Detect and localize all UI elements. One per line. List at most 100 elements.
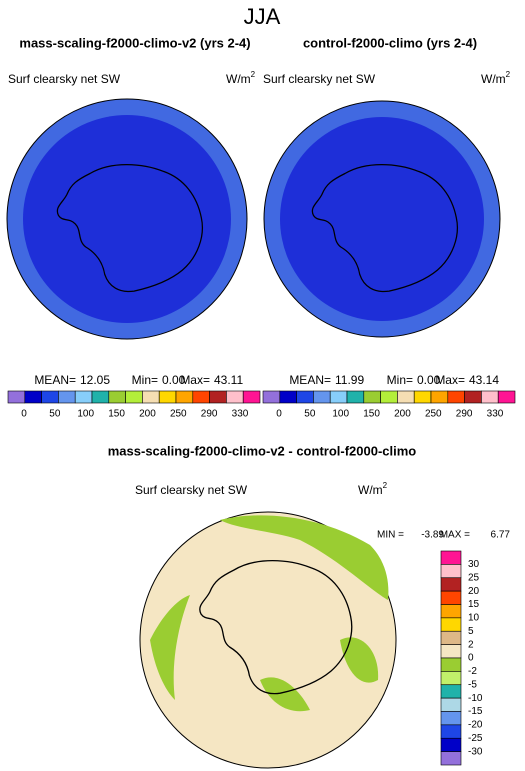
colorbar-box bbox=[262, 390, 281, 404]
figure-title: JJA bbox=[244, 4, 281, 29]
colorbar-label: 2 bbox=[468, 639, 474, 650]
colorbar-box bbox=[440, 564, 462, 579]
colorbar-box bbox=[363, 390, 381, 404]
colorbar-box bbox=[313, 390, 331, 404]
map-right bbox=[263, 100, 501, 338]
colorbar-box bbox=[108, 390, 126, 404]
colorbar-label: 290 bbox=[201, 409, 218, 420]
units-sup: 2 bbox=[506, 70, 511, 79]
colorbar-label: 150 bbox=[108, 409, 125, 420]
colorbar-label: 25 bbox=[468, 572, 480, 583]
units: W/m2 bbox=[481, 70, 511, 86]
units-sup: 2 bbox=[383, 481, 388, 490]
colorbar-box bbox=[397, 390, 415, 404]
colorbar-label: 5 bbox=[468, 626, 474, 637]
stat-label: MEAN= bbox=[34, 373, 76, 387]
stat-label: MIN = bbox=[377, 530, 404, 541]
colorbar-box bbox=[175, 390, 194, 404]
diff-title: mass-scaling-f2000-climo-v2 - control-f2… bbox=[108, 443, 417, 458]
colorbar-box bbox=[7, 390, 26, 404]
stat-value: 12.05 bbox=[80, 373, 110, 387]
colorbar-label: 200 bbox=[394, 409, 411, 420]
colorbar-label: 100 bbox=[77, 409, 94, 420]
colorbar-box bbox=[440, 737, 462, 752]
colorbar-box bbox=[242, 390, 261, 404]
stat-value: 43.14 bbox=[469, 373, 499, 387]
colorbar-box bbox=[226, 390, 244, 404]
stat-value: 11.99 bbox=[335, 373, 364, 387]
stat-value: 6.77 bbox=[491, 530, 511, 541]
colorbar-box bbox=[447, 390, 465, 404]
colorbar-label: 200 bbox=[139, 409, 156, 420]
stat-value: 0.00 bbox=[162, 373, 186, 387]
stat-value: 0.00 bbox=[417, 373, 441, 387]
colorbar-box bbox=[481, 390, 499, 404]
colorbar-box bbox=[346, 390, 365, 404]
colorbar-box bbox=[279, 390, 297, 404]
colorbar-label: -25 bbox=[468, 733, 483, 744]
colorbar-label: -5 bbox=[468, 679, 477, 690]
colorbar-box bbox=[440, 630, 462, 645]
colorbar-box bbox=[440, 604, 462, 619]
colorbar-box bbox=[158, 390, 177, 404]
colorbar-box bbox=[209, 390, 227, 404]
stat-label: Min= bbox=[132, 373, 158, 387]
stat-label: Max= bbox=[180, 373, 210, 387]
colorbar-label: 330 bbox=[487, 409, 504, 420]
colorbar-label: 150 bbox=[363, 409, 380, 420]
colorbar-box bbox=[24, 390, 42, 404]
stat-value: 43.11 bbox=[214, 373, 243, 387]
colorbar-box bbox=[74, 390, 93, 404]
colorbar-box bbox=[380, 390, 398, 404]
colorbar-box bbox=[440, 684, 462, 699]
variable: Surf clearsky net SW bbox=[135, 483, 248, 497]
colorbar-label: 20 bbox=[468, 586, 480, 597]
colorbar-label: -10 bbox=[468, 693, 483, 704]
colorbar-box bbox=[91, 390, 110, 404]
colorbar-box bbox=[440, 550, 462, 565]
colorbar-box bbox=[440, 657, 462, 672]
colorbar-box bbox=[497, 390, 516, 404]
colorbar-box bbox=[440, 724, 462, 739]
colorbar-box bbox=[413, 390, 432, 404]
stat-label: MEAN= bbox=[289, 373, 331, 387]
colorbar-box bbox=[296, 390, 314, 404]
colorbar-box bbox=[440, 577, 462, 592]
panel-title: control-f2000-climo (yrs 2-4) bbox=[303, 35, 477, 50]
stat-label: Min= bbox=[387, 373, 413, 387]
colorbar-box bbox=[329, 390, 348, 404]
units: W/m2 bbox=[226, 70, 256, 86]
colorbar-label: -15 bbox=[468, 706, 483, 717]
colorbar-label: 250 bbox=[170, 409, 187, 420]
colorbar-box bbox=[41, 390, 59, 404]
colorbar-label: 250 bbox=[425, 409, 442, 420]
colorbar-label: 15 bbox=[468, 599, 480, 610]
colorbar-label: 100 bbox=[332, 409, 349, 420]
map-left bbox=[6, 98, 248, 340]
variable: Surf clearsky net SW bbox=[8, 72, 121, 86]
variable: Surf clearsky net SW bbox=[263, 72, 376, 86]
colorbar-box bbox=[430, 390, 449, 404]
stat-value: -3.89 bbox=[421, 530, 444, 541]
colorbar-box bbox=[440, 751, 462, 766]
colorbar-label: 290 bbox=[456, 409, 473, 420]
stat-label: Max= bbox=[435, 373, 465, 387]
colorbar-label: 30 bbox=[468, 559, 480, 570]
colorbar-label: 0 bbox=[21, 409, 27, 420]
colorbar-label: 10 bbox=[468, 613, 480, 624]
units-base: W/m bbox=[358, 483, 383, 497]
colorbar-box bbox=[440, 617, 462, 632]
colorbar-box bbox=[440, 644, 462, 659]
units: W/m2 bbox=[358, 481, 388, 497]
stat-label: MAX = bbox=[440, 530, 470, 541]
colorbar-box bbox=[192, 390, 210, 404]
colorbar-box bbox=[440, 711, 462, 726]
colorbar-box bbox=[440, 671, 462, 686]
colorbar-label: -20 bbox=[468, 720, 483, 731]
colorbar-box bbox=[125, 390, 143, 404]
colorbar-label: -2 bbox=[468, 666, 477, 677]
panel-title: mass-scaling-f2000-climo-v2 (yrs 2-4) bbox=[19, 35, 250, 50]
colorbar-label: 330 bbox=[232, 409, 249, 420]
colorbar-label: 0 bbox=[276, 409, 282, 420]
